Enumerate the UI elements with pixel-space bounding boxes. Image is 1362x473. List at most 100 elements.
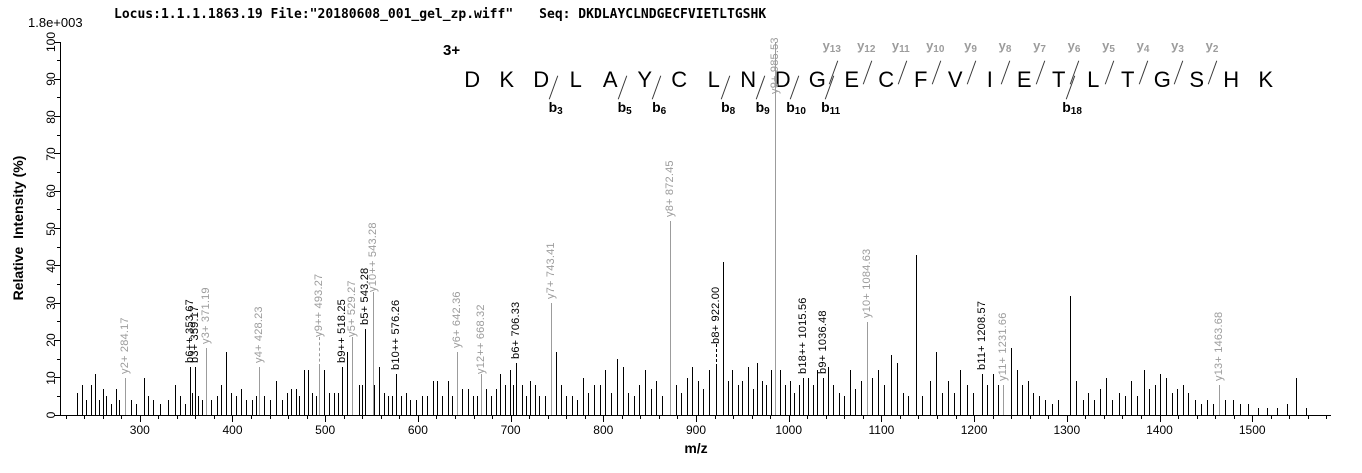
peak bbox=[467, 388, 469, 415]
x-minor-tick bbox=[1048, 415, 1050, 419]
y-ion-peak-label: y4+ 428.23 bbox=[252, 306, 265, 363]
x-tick-label: 1200 bbox=[960, 423, 988, 437]
x-minor-tick bbox=[380, 415, 382, 419]
peak bbox=[315, 396, 317, 415]
peak bbox=[167, 400, 169, 415]
x-tick-label: 600 bbox=[407, 423, 428, 437]
y-ion-label: y12 bbox=[857, 38, 876, 55]
precursor-charge-label: 3+ bbox=[443, 42, 461, 59]
residue: E bbox=[844, 67, 860, 92]
x-axis-title: m/z bbox=[684, 440, 708, 456]
y-ion-peak bbox=[125, 377, 127, 415]
peak bbox=[421, 396, 423, 415]
peak bbox=[338, 392, 340, 415]
y-ion-peak bbox=[1218, 385, 1220, 415]
peak bbox=[742, 381, 744, 415]
peak bbox=[295, 388, 297, 415]
peak bbox=[1027, 381, 1029, 415]
residue: K bbox=[1258, 67, 1274, 92]
peak bbox=[333, 392, 335, 415]
residue: G bbox=[1153, 67, 1171, 92]
y-ion-label: y13 bbox=[822, 38, 841, 55]
y-ion-peak-label: y10++ 543.28 bbox=[367, 222, 380, 292]
peak bbox=[236, 396, 238, 415]
peak bbox=[877, 370, 879, 415]
b-ion-peak bbox=[982, 373, 984, 415]
peak bbox=[582, 377, 584, 415]
peak bbox=[86, 400, 88, 415]
y-tick-label: 100 bbox=[44, 31, 58, 53]
x-major-tick bbox=[1159, 415, 1161, 422]
y-ion-peak bbox=[775, 42, 777, 415]
peak bbox=[328, 392, 330, 415]
residue: L bbox=[707, 67, 720, 92]
peak bbox=[757, 362, 759, 415]
peak bbox=[95, 373, 97, 415]
peak bbox=[358, 385, 360, 415]
b-ion-peak-label: b11+ 1208.57 bbox=[976, 301, 989, 371]
residue: L bbox=[1087, 67, 1100, 92]
peak bbox=[111, 403, 113, 415]
x-minor-tick bbox=[677, 415, 679, 419]
y-major-tick bbox=[54, 377, 61, 379]
peak bbox=[639, 385, 641, 415]
x-major-tick bbox=[325, 415, 327, 422]
y-major-tick bbox=[54, 339, 61, 341]
y-ion-peak-label: y6+ 642.36 bbox=[451, 291, 464, 348]
b-ion-label: b6 bbox=[652, 99, 667, 117]
b-ion-label: b10 bbox=[786, 99, 806, 117]
peak bbox=[747, 366, 749, 415]
peak bbox=[948, 381, 950, 415]
peak bbox=[1058, 400, 1060, 415]
peak bbox=[808, 377, 810, 415]
y-major-tick bbox=[54, 78, 61, 80]
peak bbox=[287, 392, 289, 415]
peak bbox=[216, 396, 218, 415]
peak bbox=[201, 400, 203, 415]
peak bbox=[872, 377, 874, 415]
y-major-tick bbox=[54, 190, 61, 192]
y-minor-tick bbox=[57, 209, 61, 211]
peak bbox=[324, 370, 326, 415]
peak bbox=[628, 392, 630, 415]
peak bbox=[1232, 400, 1234, 415]
max-intensity-label: 1.8e+003 bbox=[28, 15, 83, 30]
x-tick-label: 900 bbox=[685, 423, 707, 437]
x-minor-tick bbox=[84, 415, 86, 419]
y-ion-peak bbox=[205, 347, 207, 415]
x-minor-tick bbox=[825, 415, 827, 419]
peak bbox=[594, 385, 596, 415]
y-tick-label: 0 bbox=[44, 411, 58, 419]
x-tick-label: 1400 bbox=[1146, 423, 1173, 437]
residue: E bbox=[1016, 67, 1032, 92]
residue: I bbox=[986, 67, 993, 92]
b-ion-peak bbox=[516, 362, 518, 415]
b-ion-label: b9 bbox=[755, 99, 770, 117]
x-minor-tick bbox=[473, 415, 475, 419]
y-ion-peak bbox=[670, 221, 672, 415]
y-tick-label: 80 bbox=[44, 109, 58, 124]
peak bbox=[378, 366, 380, 415]
peak bbox=[347, 351, 349, 415]
y-axis-title: Relative Intensity (%) bbox=[10, 155, 26, 301]
peak bbox=[505, 385, 507, 415]
x-minor-tick bbox=[862, 415, 864, 419]
residue: T bbox=[1052, 67, 1066, 92]
peak bbox=[650, 388, 652, 415]
residue: C bbox=[878, 67, 895, 92]
peak bbox=[844, 396, 846, 415]
peak bbox=[987, 385, 989, 415]
peak bbox=[1206, 400, 1208, 415]
peak bbox=[269, 400, 271, 415]
peak bbox=[442, 396, 443, 415]
peak bbox=[405, 392, 407, 415]
peak bbox=[437, 381, 439, 415]
x-minor-tick bbox=[492, 415, 494, 419]
peak bbox=[401, 396, 403, 415]
peak bbox=[992, 373, 994, 415]
peak bbox=[692, 366, 694, 415]
y-tick-label: 70 bbox=[44, 147, 58, 161]
peak bbox=[960, 370, 962, 415]
x-minor-tick bbox=[937, 415, 939, 419]
x-minor-tick bbox=[658, 415, 660, 419]
